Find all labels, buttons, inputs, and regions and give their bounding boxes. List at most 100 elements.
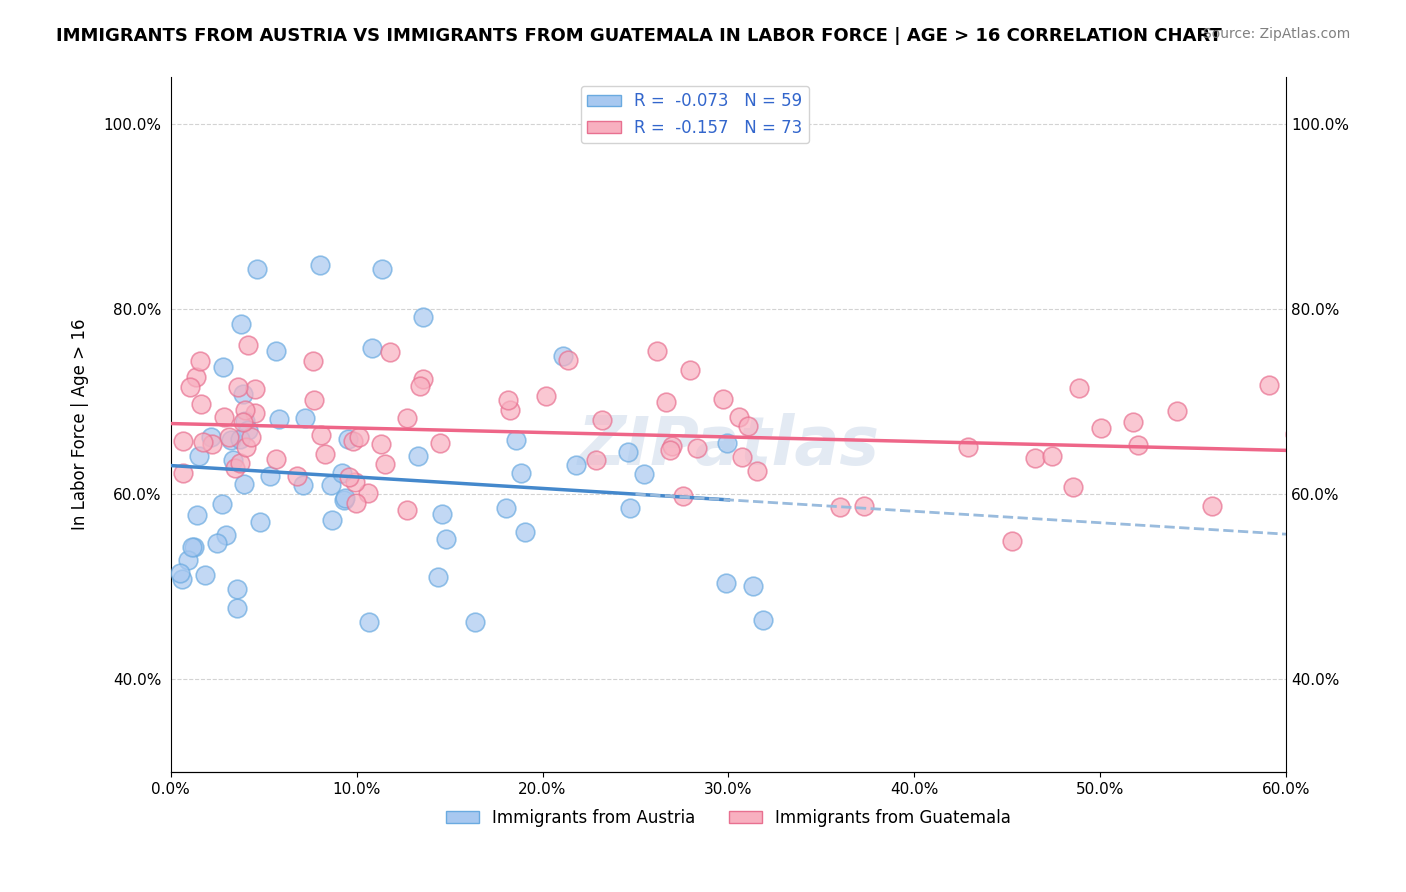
Point (357, 615, 380, 629)
Point (464, 615, 486, 629)
Point (181, 540, 204, 554)
Point (344, 475, 367, 490)
Point (225, 582, 247, 596)
Point (1284, 427, 1306, 442)
Point (267, 411, 290, 425)
Point (752, 613, 775, 627)
Point (672, 489, 695, 503)
Point (176, 552, 198, 566)
Point (232, 415, 254, 429)
Point (211, 497, 233, 511)
Point (200, 430, 222, 444)
Point (1062, 480, 1084, 494)
Legend: Immigrants from Austria, Immigrants from Guatemala: Immigrants from Austria, Immigrants from… (439, 802, 1018, 833)
Point (229, 432, 252, 446)
Point (191, 434, 214, 449)
Point (229, 317, 252, 331)
Point (1166, 404, 1188, 418)
Point (238, 338, 260, 352)
Point (679, 363, 702, 377)
Text: Source: ZipAtlas.com: Source: ZipAtlas.com (1202, 27, 1350, 41)
Point (585, 452, 607, 467)
Point (218, 429, 240, 443)
Point (737, 419, 759, 434)
Point (321, 513, 343, 527)
Point (553, 349, 575, 363)
Point (731, 450, 754, 465)
Point (396, 411, 419, 425)
Point (1122, 415, 1144, 429)
Point (259, 469, 281, 483)
Point (319, 478, 342, 492)
Point (243, 406, 266, 420)
Point (233, 414, 256, 428)
Point (1090, 421, 1112, 435)
Point (633, 467, 655, 482)
Point (229, 456, 252, 470)
Point (534, 388, 557, 402)
Point (434, 532, 457, 546)
Point (557, 352, 579, 367)
Point (285, 469, 308, 483)
Point (378, 345, 401, 359)
Point (408, 449, 430, 463)
Point (339, 469, 361, 483)
Point (232, 477, 254, 491)
Point (409, 379, 432, 393)
Point (370, 437, 392, 451)
Point (187, 449, 209, 463)
Point (335, 491, 357, 505)
Point (505, 434, 527, 448)
Point (291, 478, 314, 492)
Point (301, 353, 323, 368)
Point (172, 434, 194, 448)
Point (828, 500, 851, 514)
Point (201, 436, 224, 450)
Point (645, 343, 668, 358)
Point (294, 411, 316, 425)
Point (233, 402, 256, 417)
Point (190, 396, 212, 410)
Point (742, 579, 765, 593)
Point (499, 403, 522, 417)
Point (432, 507, 454, 521)
Point (235, 440, 257, 454)
Point (186, 369, 208, 384)
Point (412, 310, 434, 324)
Point (412, 371, 434, 385)
Point (496, 392, 519, 407)
Point (711, 392, 734, 407)
Point (1024, 450, 1046, 465)
Point (236, 423, 259, 437)
Point (179, 380, 201, 394)
Point (205, 536, 228, 550)
Point (172, 466, 194, 480)
Point (264, 344, 287, 359)
Point (716, 436, 738, 450)
Point (224, 461, 246, 475)
Point (314, 447, 336, 461)
Point (591, 413, 613, 427)
Point (360, 341, 382, 355)
Point (661, 439, 683, 453)
Point (395, 503, 418, 517)
Point (170, 572, 193, 586)
Point (330, 467, 353, 481)
Point (1257, 378, 1279, 392)
Point (344, 496, 367, 510)
Point (565, 458, 588, 472)
Point (1201, 499, 1223, 513)
Point (311, 428, 333, 442)
Point (347, 430, 370, 444)
Point (510, 467, 533, 481)
Point (852, 499, 875, 513)
Point (169, 566, 191, 581)
Point (685, 441, 707, 455)
Point (429, 435, 451, 450)
Point (226, 380, 249, 394)
Point (371, 262, 394, 277)
Point (617, 445, 640, 459)
Point (221, 433, 243, 447)
Point (309, 258, 332, 272)
Point (515, 524, 537, 539)
